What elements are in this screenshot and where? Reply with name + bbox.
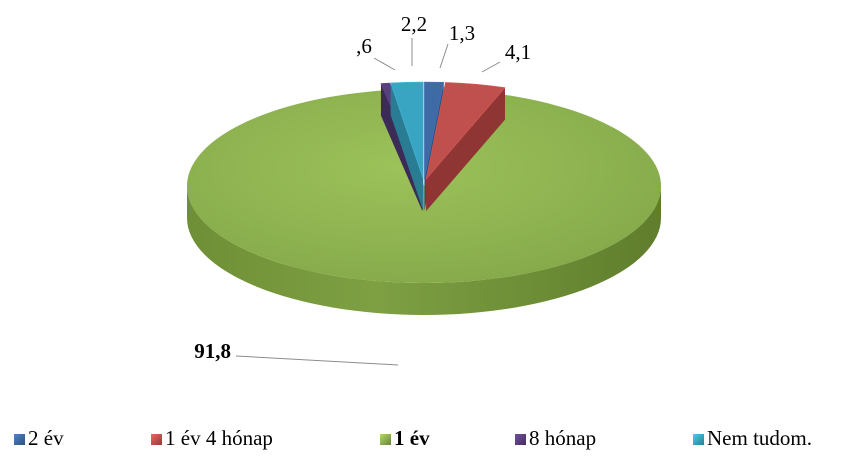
data-label-0: 1,3 [449, 21, 475, 45]
legend-item-1-ev: 1 év [380, 426, 430, 450]
legend: 2 év 1 év 4 hónap 1 év 8 hónap Nem tudom… [0, 426, 845, 450]
pie-slice-side-wall [187, 186, 661, 315]
data-label-1: 4,1 [505, 40, 531, 64]
pie-slice-top [424, 81, 445, 180]
legend-item-8-honap: 8 hónap [515, 426, 596, 450]
legend-label: 8 hónap [529, 425, 597, 450]
legend-item-nem-tudom: Nem tudom. [693, 426, 812, 450]
legend-item-2-ev: 2 év [14, 426, 64, 450]
pie-slice-4 [390, 81, 424, 212]
pie-slice-top [425, 82, 506, 181]
pie-slices [187, 81, 662, 315]
pie-slice-top [187, 90, 662, 284]
pie-slice-2 [187, 90, 662, 315]
legend-swatch-1-ev-4-honap [151, 433, 162, 445]
legend-swatch-1-ev [380, 433, 391, 445]
pie-slice-1 [425, 82, 506, 212]
pie-slice-cut-wall [390, 82, 424, 212]
data-label-2: 91,8 [194, 339, 231, 363]
pie-slice-top [390, 81, 424, 180]
leader-line-2 [235, 355, 399, 366]
legend-label: Nem tudom. [707, 425, 812, 450]
leader-line-0 [439, 43, 449, 69]
legend-label: 1 év [394, 425, 430, 450]
leader-lines [235, 38, 501, 366]
legend-label: 2 év [28, 425, 64, 450]
leader-line-3 [373, 57, 396, 71]
legend-swatch-nem-tudom [693, 433, 704, 445]
legend-label: 1 év 4 hónap [165, 425, 273, 450]
data-label-4: 2,2 [401, 12, 427, 36]
pie-slice-cut-wall [426, 87, 505, 212]
legend-item-1-ev-4-honap: 1 év 4 hónap [151, 426, 273, 450]
data-label-3: ,6 [356, 34, 372, 58]
legend-swatch-2-ev [14, 433, 25, 445]
leader-line-1 [481, 61, 501, 73]
data-labels: 1,3 4,1 91,8 ,6 2,2 [194, 12, 531, 363]
legend-swatch-8-honap [515, 433, 526, 445]
